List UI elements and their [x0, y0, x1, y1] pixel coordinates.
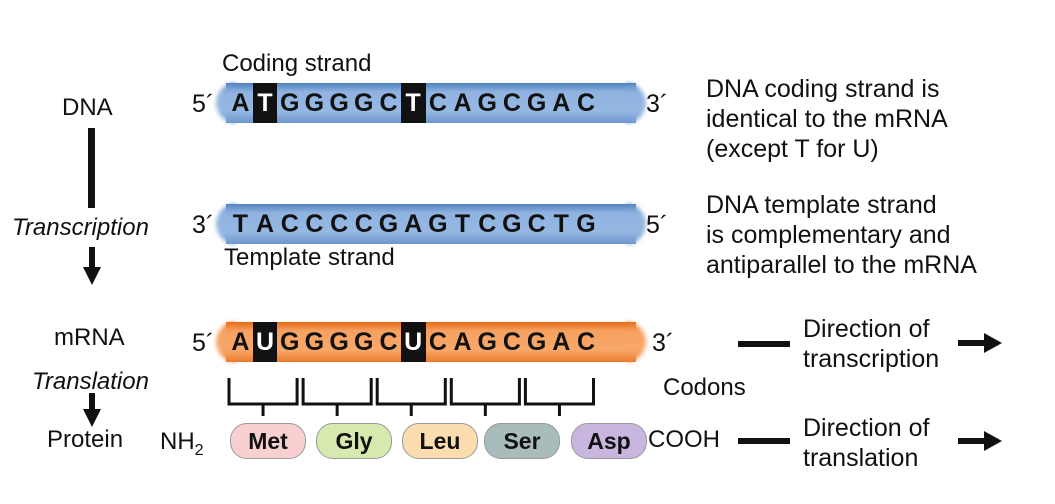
dna-to-transcription-line: [88, 128, 95, 208]
template-base: C: [527, 210, 546, 238]
coding-base: T: [252, 83, 278, 123]
translation-arrow-icon: [83, 393, 101, 427]
codons-label: Codons: [663, 374, 746, 401]
coding-note: DNA coding strand is identical to the mR…: [706, 74, 948, 164]
amino-acid-leu: Leu: [402, 423, 478, 459]
coding-base: G: [526, 89, 547, 117]
amino-acid-met: Met: [230, 423, 306, 459]
template-base: G: [378, 210, 399, 238]
coding-base: T: [400, 83, 426, 123]
mrna-base: A: [552, 328, 571, 356]
transcription-direction-line: [738, 341, 790, 347]
template-note-line-1: DNA template strand: [706, 191, 937, 219]
codon-brackets: [227, 378, 595, 416]
coding-note-line-2: identical to the mRNA: [706, 105, 948, 133]
amino-acid-asp: Asp: [571, 423, 647, 459]
translation-direction-line-1: Direction of: [803, 414, 930, 442]
nh2-sub: 2: [194, 441, 204, 459]
coding-note-line-1: DNA coding strand is: [706, 75, 940, 103]
codon-bracket: [301, 378, 373, 416]
template-base: A: [404, 210, 423, 238]
coding-base: G: [279, 89, 300, 117]
translation-direction-line: [738, 438, 790, 444]
translation-label: Translation: [32, 368, 149, 395]
codon-bracket: [523, 378, 595, 416]
template-base: G: [576, 210, 596, 238]
transcription-label: Transcription: [12, 214, 149, 241]
mrna-3prime: 3´: [652, 329, 675, 357]
codon-bracket: [227, 378, 299, 416]
mrna-5prime: 5´: [192, 329, 215, 357]
cooh-label: COOH: [648, 426, 720, 453]
mrna-base: C: [428, 328, 447, 356]
template-note-line-3: antiparallel to the mRNA: [706, 251, 977, 279]
template-note: DNA template strand is complementary and…: [706, 190, 977, 280]
mrna-base: G: [354, 328, 374, 356]
mrna-base: C: [576, 328, 595, 356]
template-5prime: 5´: [646, 211, 669, 239]
mrna-base: G: [304, 328, 325, 356]
coding-base: G: [304, 89, 325, 117]
mrna-base: U: [252, 322, 278, 362]
amino-acid-ser: Ser: [484, 423, 560, 459]
coding-base: A: [453, 89, 472, 117]
template-base: C: [330, 210, 349, 238]
coding-base: G: [329, 89, 349, 117]
translation-direction-note: Direction of translation: [803, 413, 929, 473]
translation-direction-line-2: translation: [803, 444, 919, 472]
nh2-main: NH: [160, 428, 195, 455]
transcription-direction-line-2: transcription: [803, 345, 940, 373]
coding-base: A: [552, 89, 571, 117]
coding-base: G: [477, 89, 497, 117]
coding-base: G: [354, 89, 374, 117]
template-base: T: [553, 210, 569, 238]
transcription-direction-note: Direction of transcription: [803, 314, 939, 374]
amino-acid-gly: Gly: [316, 423, 392, 459]
template-3prime: 3´: [192, 211, 215, 239]
mrna-base: G: [526, 328, 547, 356]
coding-base: C: [379, 89, 398, 117]
transcription-direction-line-1: Direction of: [803, 315, 930, 343]
coding-base: C: [576, 89, 595, 117]
template-base: A: [256, 210, 275, 238]
template-base: G: [502, 210, 522, 238]
coding-base: A: [231, 89, 250, 117]
coding-base: C: [502, 89, 521, 117]
template-base: C: [305, 210, 324, 238]
coding-5prime: 5´: [192, 90, 215, 118]
template-note-line-2: is complementary and: [706, 221, 951, 249]
transcription-arrow-icon: [83, 247, 101, 285]
mrna-base: A: [231, 328, 250, 356]
codon-bracket: [449, 378, 521, 416]
coding-3prime: 3´: [646, 90, 669, 118]
mrna-base: G: [279, 328, 300, 356]
mrna-label: mRNA: [54, 324, 125, 351]
nh2-label: NH2: [160, 428, 204, 460]
dna-label: DNA: [62, 94, 113, 121]
template-base: C: [354, 210, 373, 238]
protein-label: Protein: [47, 426, 124, 453]
mrna-base: U: [400, 322, 426, 362]
translation-direction-arrow-icon: [958, 431, 1002, 451]
template-base: C: [280, 210, 299, 238]
template-base: C: [478, 210, 497, 238]
coding-note-line-3: (except T for U): [706, 135, 879, 163]
mrna-base: A: [453, 328, 472, 356]
template-base: G: [428, 210, 448, 238]
mrna-base: C: [502, 328, 521, 356]
codon-bracket: [375, 378, 447, 416]
template-base: T: [232, 210, 248, 238]
coding-base: C: [428, 89, 447, 117]
mrna-base: G: [477, 328, 497, 356]
coding-strand-title: Coding strand: [222, 50, 372, 77]
template-strand-title: Template strand: [224, 244, 395, 271]
transcription-direction-arrow-icon: [958, 333, 1002, 353]
mrna-base: C: [379, 328, 398, 356]
mrna-base: G: [329, 328, 349, 356]
template-base: T: [454, 210, 471, 238]
